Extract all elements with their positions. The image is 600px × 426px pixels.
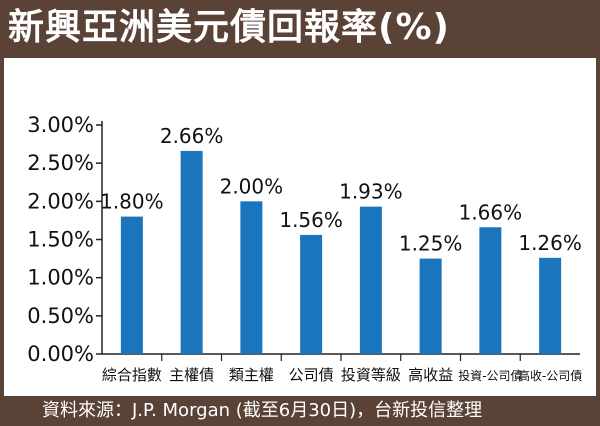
source-note: 資料來源：J.P. Morgan (截至6月30日)，台新投信整理 <box>42 400 483 421</box>
x-category-label: 綜合指數 <box>102 366 162 384</box>
bar-value-label: 1.80% <box>100 190 164 214</box>
x-category-label: 投資等級 <box>341 366 401 384</box>
bar <box>300 234 323 354</box>
y-tick-label: 2.00% <box>27 189 94 213</box>
y-tick-label: 0.50% <box>27 304 94 328</box>
bar-value-label: 1.56% <box>279 208 343 232</box>
bar-value-label: 1.93% <box>339 180 403 204</box>
source-bar: 資料來源：J.P. Morgan (截至6月30日)，台新投信整理 <box>0 396 600 426</box>
frame-right-border <box>596 58 600 396</box>
bar <box>120 216 143 354</box>
y-tick-label: 1.00% <box>27 266 94 290</box>
x-category-label: 投資-公司債 <box>458 368 522 383</box>
bar <box>359 206 382 354</box>
bar <box>539 257 562 354</box>
bar <box>419 258 442 354</box>
bar-chart: 0.00% 0.50% 1.00% 1.50% 2.00% 2.50% 3.00% 1.80%… <box>27 113 582 384</box>
y-tick-label: 1.50% <box>27 228 94 252</box>
x-category-label: 類主權 <box>229 366 274 384</box>
bar-value-label: 1.26% <box>518 231 582 255</box>
y-tick-label: 2.50% <box>27 151 94 175</box>
bar-value-label: 2.66% <box>160 124 224 148</box>
bar-value-label: 1.66% <box>459 200 523 224</box>
y-tick-label: 0.00% <box>27 342 94 366</box>
x-category-label: 公司債 <box>289 366 334 384</box>
bar <box>479 227 502 354</box>
y-tick-label: 3.00% <box>27 113 94 137</box>
title-bar: 新興亞洲美元債回報率(%) <box>0 0 600 58</box>
bar-value-label: 1.25% <box>399 232 463 256</box>
frame-left-border <box>0 58 4 396</box>
x-category-label: 高收益 <box>408 366 453 384</box>
bar-value-label: 2.00% <box>220 174 284 198</box>
x-category-label: 主權債 <box>169 366 214 384</box>
bar <box>180 150 203 354</box>
chart-title: 新興亞洲美元債回報率(%) <box>8 7 450 48</box>
bar <box>240 201 263 354</box>
x-category-label: 高收-公司債 <box>518 368 582 383</box>
